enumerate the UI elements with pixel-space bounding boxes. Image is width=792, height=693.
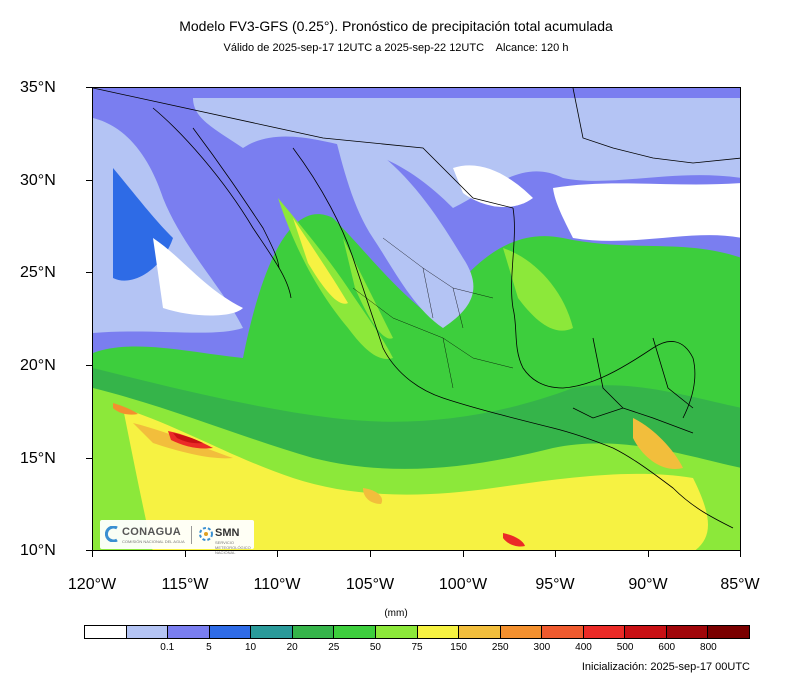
colorbar-label: 75 [411, 642, 423, 653]
colorbar-label: 10 [244, 642, 257, 653]
tick-lat-30 [86, 180, 92, 181]
smn-logo-icon [199, 527, 213, 541]
colorbar-swatch [209, 626, 252, 638]
agency-logos: CONAGUA COMISIÓN NACIONAL DEL AGUA SMN S… [100, 520, 254, 555]
lat-label: 35°N [20, 79, 56, 96]
tick-lon-110 [277, 551, 278, 557]
colorbar-swatch [292, 626, 335, 638]
chart-title: Modelo FV3-GFS (0.25°). Pronóstico de pr… [179, 18, 613, 34]
tick-lon-115 [185, 551, 186, 557]
colorbar [84, 625, 750, 639]
colorbar-swatch [542, 626, 584, 638]
colorbar-swatch [666, 626, 709, 638]
smn-logo-text: SMN [215, 527, 240, 539]
colorbar-unit: (mm) [384, 608, 408, 619]
tick-lon-90 [648, 551, 649, 557]
colorbar-label: 150 [450, 642, 467, 653]
chart-subtitle: Válido de 2025-sep-17 12UTC a 2025-sep-2… [0, 42, 792, 54]
colorbar-label: 50 [369, 642, 381, 653]
colorbar-label: 25 [328, 642, 340, 653]
colorbar-label: 5 [206, 642, 212, 653]
initialization-label: Inicialización: 2025-sep-17 00UTC [581, 661, 750, 673]
lon-label: 100°W [438, 576, 488, 593]
lat-label: 30°N [20, 172, 56, 189]
colorbar-label: 300 [533, 642, 551, 653]
colorbar-swatch [625, 626, 667, 638]
lat-label: 15°N [20, 450, 56, 467]
colorbar-label: 0.1 [160, 642, 175, 653]
forecast-range: Alcance: 120 h [495, 42, 569, 54]
conagua-logo-icon [105, 526, 118, 542]
colorbar-label: 400 [575, 642, 592, 653]
lat-label: 20°N [20, 357, 56, 374]
lat-label: 10°N [20, 542, 56, 559]
tick-lon-85 [740, 551, 741, 557]
lon-label: 90°W [628, 576, 668, 593]
colorbar-label: 20 [286, 642, 298, 653]
colorbar-swatch [417, 626, 460, 638]
colorbar-label: 600 [658, 642, 676, 653]
colorbar-swatch [85, 626, 127, 638]
colorbar-swatch [583, 626, 626, 638]
colorbar-swatch [168, 626, 210, 638]
lon-label: 110°W [253, 576, 301, 593]
tick-lat-25 [86, 272, 92, 273]
smn-logo-subtext: SERVICIO METEOROLÓGICO NACIONAL [215, 540, 251, 555]
tick-lon-120 [92, 551, 93, 557]
colorbar-swatch [500, 626, 543, 638]
colorbar-swatch [334, 626, 376, 638]
colorbar-swatch [251, 626, 293, 638]
tick-lat-10 [86, 550, 92, 551]
precipitation-map [92, 87, 741, 551]
lon-label: 105°W [345, 576, 395, 593]
lon-label: 85°W [720, 576, 760, 593]
colorbar-swatch [708, 626, 749, 638]
tick-lon-105 [370, 551, 371, 557]
lon-label: 115°W [161, 576, 209, 593]
colorbar-swatch [459, 626, 501, 638]
logo-divider [191, 526, 192, 544]
colorbar-label: 800 [700, 642, 717, 653]
conagua-logo-subtext: COMISIÓN NACIONAL DEL AGUA [122, 539, 185, 544]
tick-lat-35 [86, 87, 92, 88]
tick-lat-20 [86, 365, 92, 366]
lat-label: 25°N [20, 264, 56, 281]
colorbar-swatch [126, 626, 169, 638]
tick-lon-95 [555, 551, 556, 557]
lon-label: 95°W [535, 576, 575, 593]
tick-lon-100 [463, 551, 464, 557]
lon-label: 120°W [67, 576, 117, 593]
colorbar-label: 250 [491, 642, 509, 653]
map-canvas [93, 88, 740, 550]
colorbar-swatch [375, 626, 418, 638]
valid-period: Válido de 2025-sep-17 12UTC a 2025-sep-2… [223, 42, 485, 54]
tick-lat-15 [86, 458, 92, 459]
conagua-logo-text: CONAGUA [122, 526, 181, 538]
colorbar-label: 500 [616, 642, 634, 653]
